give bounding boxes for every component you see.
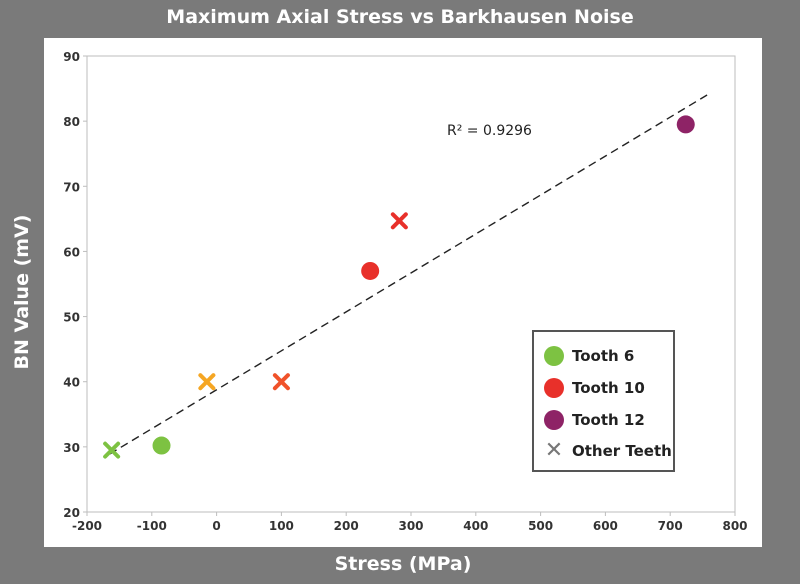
legend-label: Tooth 6 xyxy=(572,347,635,365)
legend-swatch xyxy=(544,410,564,430)
y-tick-label: 40 xyxy=(63,376,80,390)
y-tick-label: 70 xyxy=(63,180,80,194)
x-tick-label: 400 xyxy=(463,519,488,533)
x-tick-label: 700 xyxy=(658,519,683,533)
data-point-x xyxy=(198,373,216,391)
data-point xyxy=(676,115,695,134)
legend-swatch xyxy=(544,346,564,366)
legend-item-tooth-6: Tooth 6 xyxy=(544,344,634,368)
x-tick-label: 100 xyxy=(269,519,294,533)
x-tick-label: 200 xyxy=(334,519,359,533)
r-squared-annotation: R² = 0.9296 xyxy=(447,123,532,139)
x-stroke xyxy=(198,373,216,391)
x-stroke xyxy=(272,373,290,391)
y-tick-label: 50 xyxy=(63,311,80,325)
y-tick-label: 90 xyxy=(63,50,80,64)
legend-x-marker: ✕ xyxy=(544,438,564,463)
legend-swatch xyxy=(544,378,564,398)
legend-item-other-teeth: ✕ Other Teeth xyxy=(544,439,672,463)
legend-item-tooth-12: Tooth 12 xyxy=(544,408,645,432)
legend-label: Tooth 10 xyxy=(572,379,645,397)
x-axis-label: Stress (MPa) xyxy=(334,553,472,575)
y-tick-label: 20 xyxy=(63,506,80,520)
x-tick-label: 300 xyxy=(398,519,423,533)
legend: Tooth 6 Tooth 10 Tooth 12 ✕ Other Teeth xyxy=(532,330,675,472)
y-tick-label: 80 xyxy=(63,115,80,129)
x-stroke xyxy=(390,212,408,230)
legend-item-tooth-10: Tooth 10 xyxy=(544,376,645,400)
x-tick-label: 500 xyxy=(528,519,553,533)
x-stroke xyxy=(103,441,121,459)
data-point xyxy=(152,436,171,455)
chart-title: Maximum Axial Stress vs Barkhausen Noise xyxy=(166,6,634,28)
legend-label: Other Teeth xyxy=(572,442,672,460)
data-point-x xyxy=(272,373,290,391)
x-tick-label: 0 xyxy=(212,519,220,533)
data-point-x xyxy=(390,212,408,230)
x-tick-label: 800 xyxy=(722,519,747,533)
y-tick-label: 60 xyxy=(63,245,80,259)
x-tick-label: 600 xyxy=(593,519,618,533)
y-axis-label: BN Value (mV) xyxy=(11,214,33,370)
legend-label: Tooth 12 xyxy=(572,411,645,429)
data-point xyxy=(361,261,380,280)
x-tick-label: -100 xyxy=(137,519,167,533)
y-tick-label: 30 xyxy=(63,441,80,455)
data-point-x xyxy=(103,441,121,459)
x-tick-label: -200 xyxy=(72,519,102,533)
